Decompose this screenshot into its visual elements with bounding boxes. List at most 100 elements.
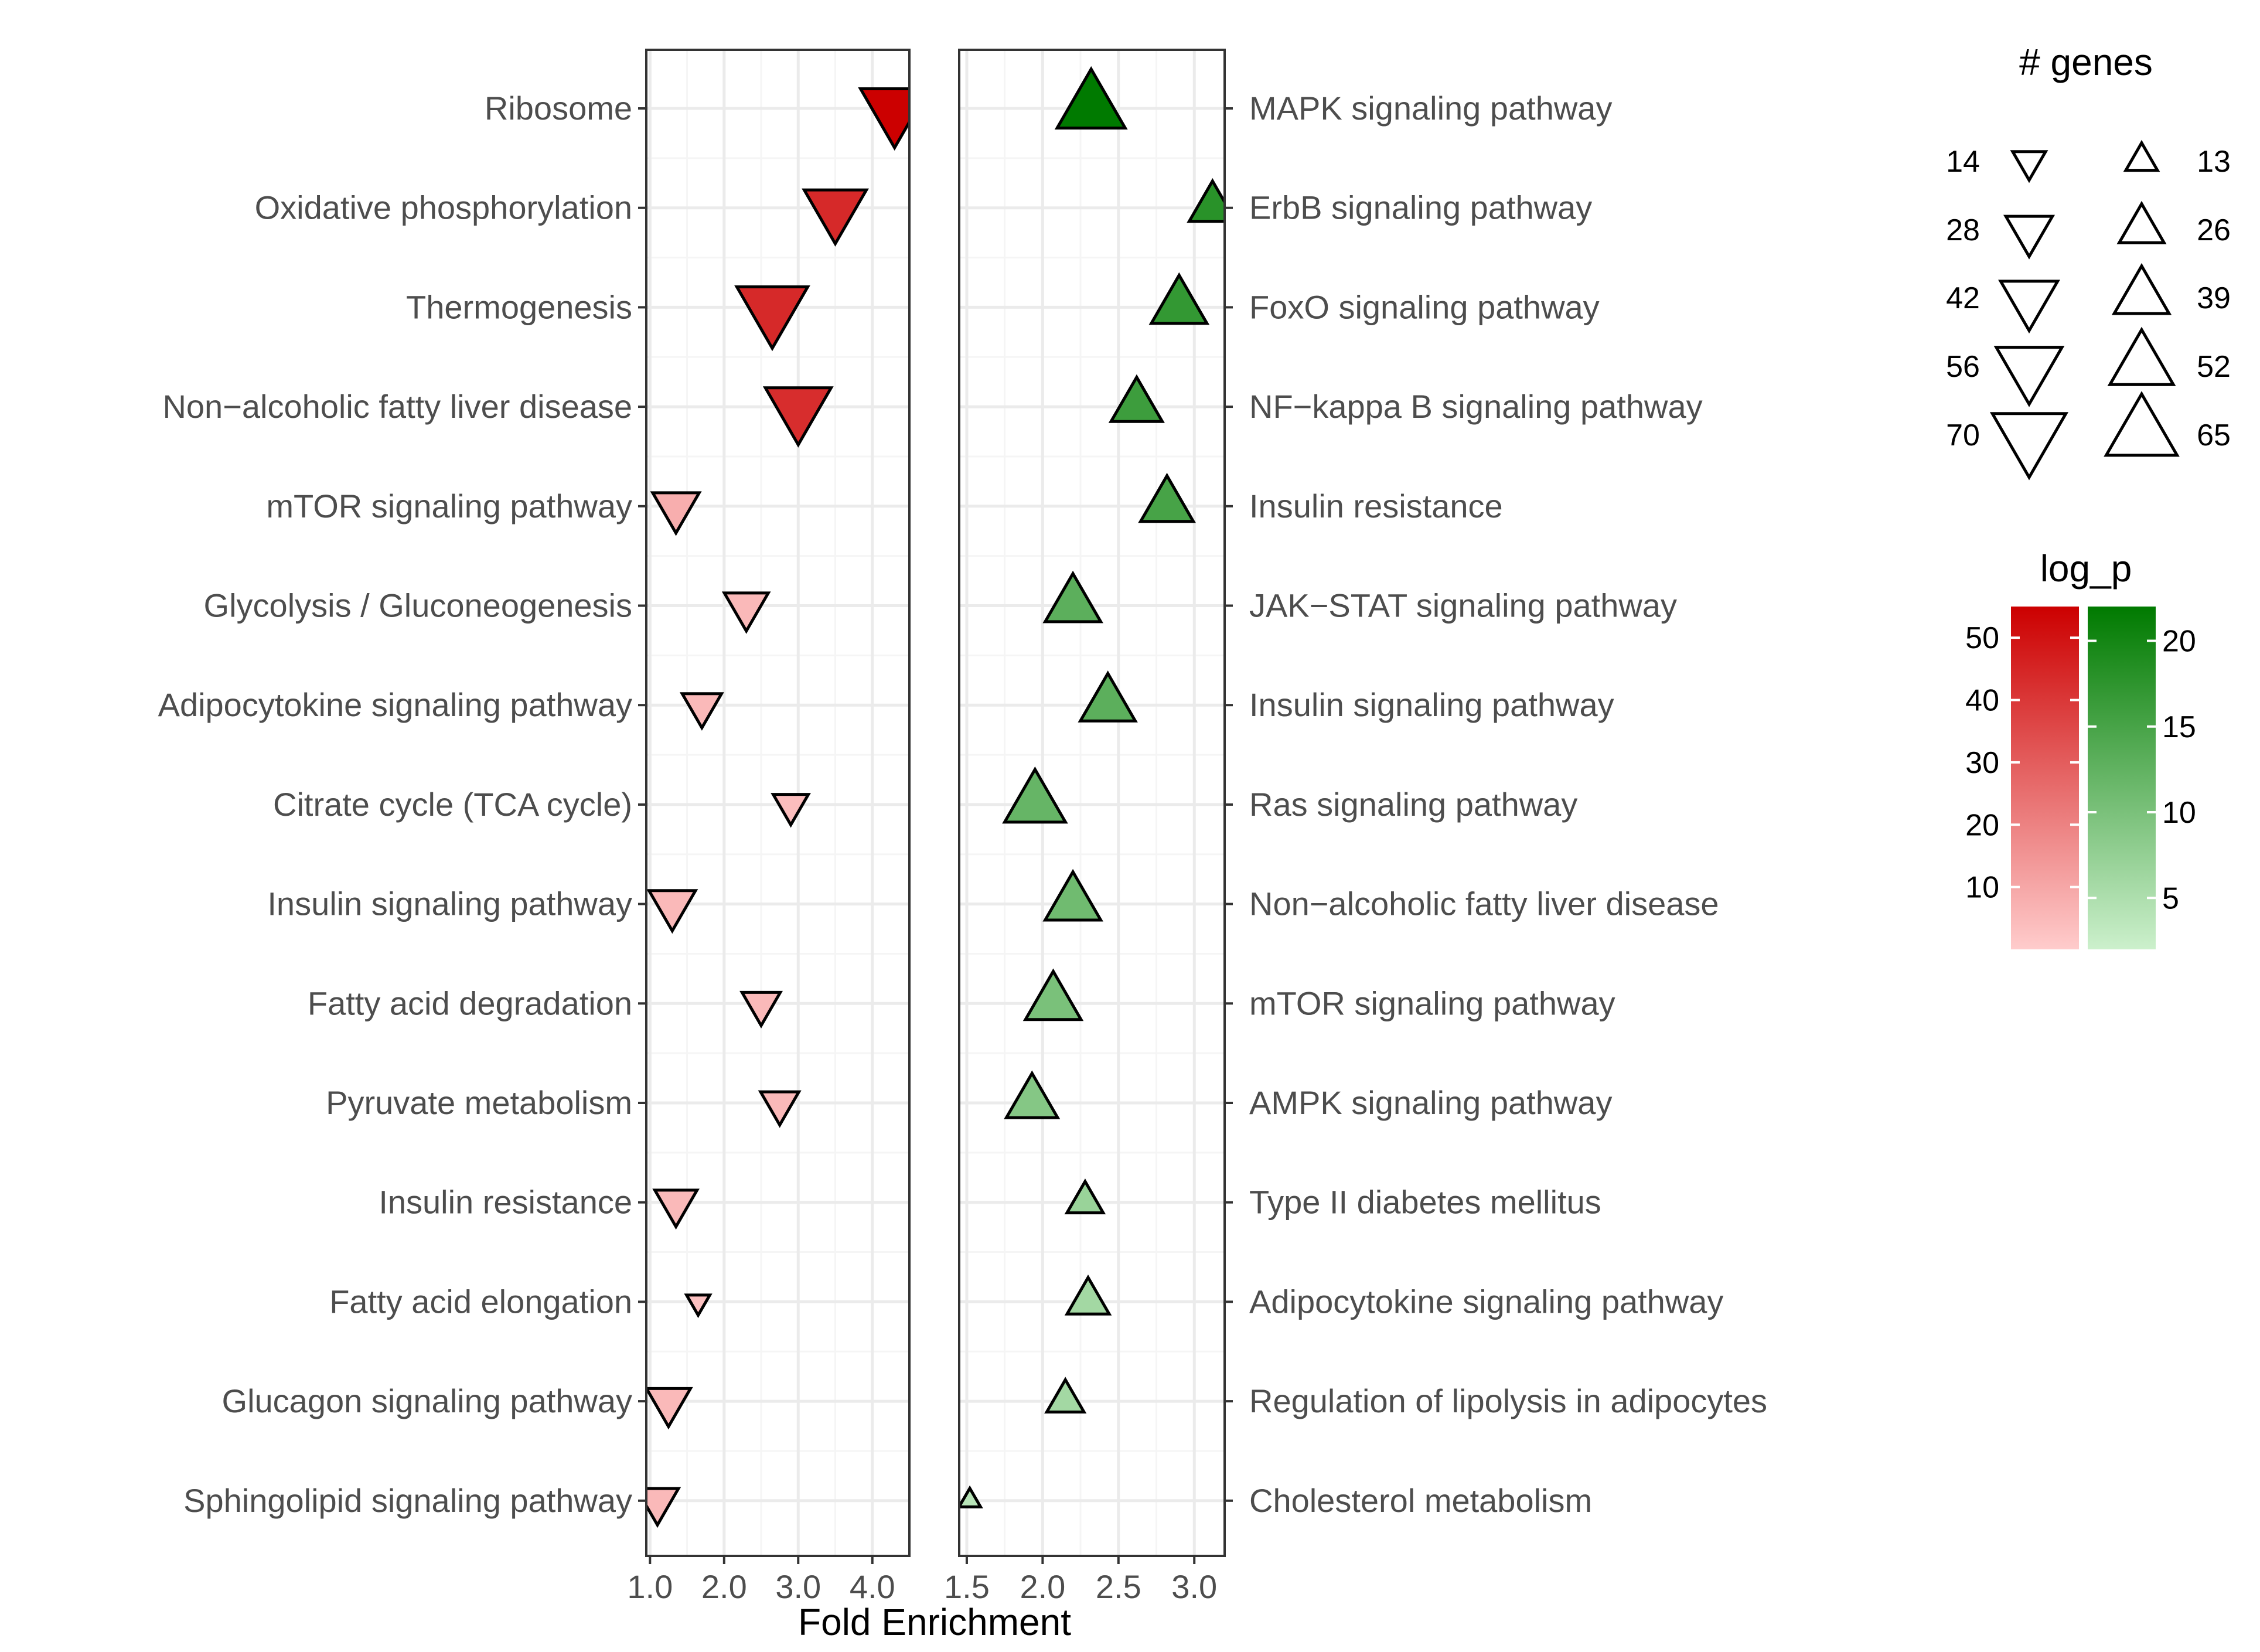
x-tick-label: 3.0	[775, 1568, 821, 1605]
size-legend-label: 28	[1946, 213, 1980, 247]
color-legend-label: 15	[2162, 710, 2196, 744]
data-point	[734, 285, 810, 352]
data-point	[1022, 968, 1084, 1021]
category-label: Pyruvate metabolism	[326, 1084, 632, 1121]
category-label: AMPK signaling pathway	[1249, 1084, 1612, 1121]
data-point	[679, 692, 724, 731]
data-point	[1004, 1070, 1061, 1119]
data-point	[1078, 670, 1138, 723]
category-label: Fatty acid elongation	[329, 1283, 632, 1320]
category-label: FoxO signaling pathway	[1249, 288, 1600, 325]
data-point	[1064, 1178, 1106, 1215]
x-tick-label: 1.0	[627, 1568, 673, 1605]
size-legend-triangle-down	[2003, 214, 2056, 260]
x-tick-label: 2.0	[701, 1568, 747, 1605]
data-point	[646, 1387, 693, 1430]
category-label: Sphingolipid signaling pathway	[183, 1482, 632, 1519]
category-label: Type II diabetes mellitus	[1249, 1184, 1601, 1221]
size-legend-triangle-up	[2107, 326, 2176, 386]
size-legend-triangle-up	[2104, 391, 2180, 457]
data-point	[739, 990, 783, 1029]
size-legend-triangle-down	[1989, 412, 2069, 481]
size-legend-label: 26	[2197, 213, 2231, 247]
size-legend-triangle-down	[1993, 346, 2065, 407]
category-label: Thermogenesis	[406, 288, 632, 325]
data-point	[646, 1487, 681, 1528]
category-label: Insulin signaling pathway	[267, 885, 632, 922]
x-tick-label: 3.0	[1171, 1568, 1217, 1605]
color-legend-label: 20	[2162, 625, 2196, 659]
category-label: Non−alcoholic fatty liver disease	[1249, 885, 1719, 922]
data-point	[802, 188, 869, 247]
category-label: Insulin resistance	[379, 1184, 632, 1221]
data-point	[646, 889, 698, 934]
category-label: Adipocytokine signaling pathway	[158, 686, 632, 723]
category-label: Oxidative phosphorylation	[255, 189, 632, 226]
category-label: JAK−STAT signaling pathway	[1249, 587, 1677, 624]
size-legend-triangle-up	[2116, 200, 2167, 244]
data-point	[1044, 1377, 1087, 1413]
size-legend-label: 52	[2197, 350, 2231, 384]
category-label: MAPK signaling pathway	[1249, 90, 1612, 127]
x-axis-title: Fold Enrichment	[798, 1601, 1071, 1643]
category-label: Glycolysis / Gluconeogenesis	[204, 587, 632, 624]
size-legend-label: 70	[1946, 418, 1980, 452]
color-legend-label: 40	[1965, 684, 1999, 718]
legend: # genes 14 28 42 56 70 13 26 39 52 65 log_p 10 20 30 40…	[1946, 41, 2231, 949]
color-bar-down	[2011, 607, 2079, 949]
data-point	[1042, 570, 1103, 624]
size-legend-triangle-down	[1998, 280, 2060, 334]
data-point	[1108, 374, 1165, 423]
up-regulated-panel: MAPK signaling pathway ErbB signaling pat…	[944, 49, 1767, 1605]
color-legend-label: 20	[1965, 808, 1999, 842]
size-legend-triangle-up	[2111, 263, 2172, 315]
category-label: Ras signaling pathway	[1249, 786, 1577, 823]
data-point	[959, 1485, 983, 1508]
panel-border	[958, 49, 1226, 1557]
data-point	[1002, 766, 1068, 824]
category-label: Insulin resistance	[1249, 488, 1503, 524]
data-point	[652, 1188, 700, 1230]
data-point	[1138, 472, 1196, 523]
size-legend-triangle-up	[2123, 139, 2160, 172]
category-label: Non−alcoholic fatty liver disease	[162, 388, 632, 425]
color-legend-label: 50	[1965, 621, 1999, 655]
size-legend-label: 14	[1946, 145, 1980, 179]
data-point	[858, 87, 909, 151]
size-legend-title: # genes	[2019, 41, 2153, 83]
size-legend-triangle-down	[2010, 150, 2048, 183]
size-legend-label: 65	[2197, 418, 2231, 452]
color-bar-up	[2088, 607, 2156, 949]
category-label: ErbB signaling pathway	[1249, 189, 1592, 226]
category-label: Adipocytokine signaling pathway	[1249, 1283, 1723, 1320]
x-tick-label: 2.5	[1096, 1568, 1141, 1605]
marks	[646, 87, 909, 1528]
size-legend-label: 13	[2197, 145, 2231, 179]
category-label: Citrate cycle (TCA cycle)	[273, 786, 632, 823]
color-legend-label: 5	[2162, 881, 2179, 915]
category-label: Ribosome	[485, 90, 632, 127]
color-legend-label: 30	[1965, 746, 1999, 780]
data-point	[684, 1293, 713, 1319]
size-legend-label: 56	[1946, 350, 1980, 384]
x-tick-label: 2.0	[1020, 1568, 1065, 1605]
data-point	[771, 793, 811, 828]
data-point	[1148, 272, 1210, 325]
category-label: mTOR signaling pathway	[1249, 985, 1615, 1021]
category-label: Fatty acid degradation	[308, 985, 632, 1021]
category-label: Insulin signaling pathway	[1249, 686, 1614, 723]
data-point	[1064, 1274, 1112, 1316]
x-tick-label: 1.5	[944, 1568, 990, 1605]
color-legend-label: 10	[1965, 871, 1999, 905]
size-legend-label: 42	[1946, 281, 1980, 315]
data-point	[1054, 66, 1128, 130]
category-label: Regulation of lipolysis in adipocytes	[1249, 1382, 1767, 1419]
category-label: Cholesterol metabolism	[1249, 1482, 1592, 1519]
data-point	[758, 1090, 802, 1128]
size-legend-label: 39	[2197, 281, 2231, 315]
down-regulated-panel: Ribosome Oxidative phosphorylation Thermog…	[158, 49, 911, 1605]
data-point	[762, 386, 834, 448]
category-label: mTOR signaling pathway	[266, 488, 632, 524]
data-point	[721, 591, 771, 634]
